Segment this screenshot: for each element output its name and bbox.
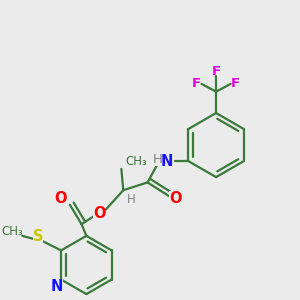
Text: N: N <box>161 154 173 169</box>
Text: H: H <box>127 194 135 206</box>
Text: O: O <box>54 191 66 206</box>
Text: F: F <box>192 77 201 90</box>
Text: O: O <box>93 206 105 221</box>
Text: O: O <box>169 191 182 206</box>
Text: S: S <box>33 229 43 244</box>
Text: CH₃: CH₃ <box>2 226 23 238</box>
Text: CH₃: CH₃ <box>125 154 147 168</box>
Text: F: F <box>212 65 220 78</box>
Text: H: H <box>152 153 162 166</box>
Text: F: F <box>231 77 240 90</box>
Text: N: N <box>51 279 64 294</box>
